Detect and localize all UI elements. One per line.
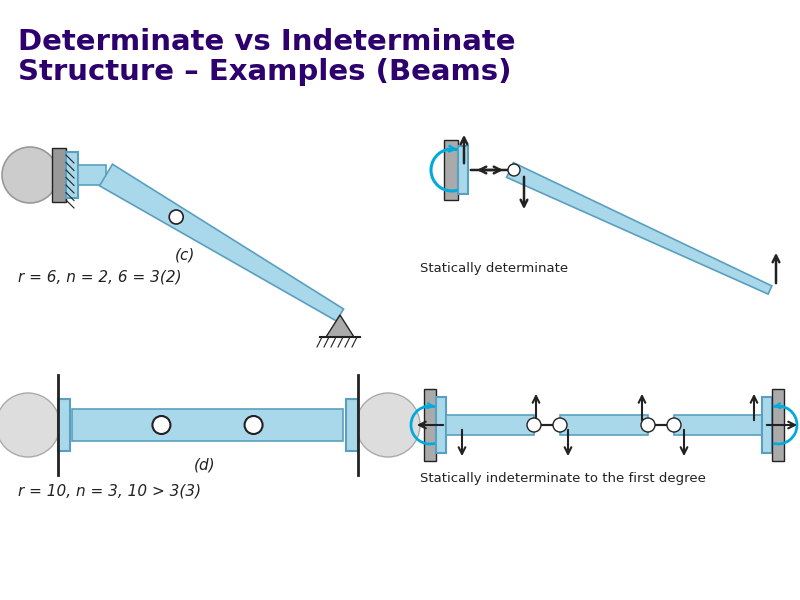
- Circle shape: [356, 393, 420, 457]
- Circle shape: [641, 418, 655, 432]
- Circle shape: [245, 416, 262, 434]
- Circle shape: [527, 418, 541, 432]
- Bar: [674, 415, 762, 435]
- Polygon shape: [99, 164, 343, 321]
- Bar: [66, 152, 78, 198]
- Text: Statically determinate: Statically determinate: [420, 262, 568, 275]
- Text: (d): (d): [194, 458, 216, 473]
- Bar: [446, 415, 534, 435]
- Text: Determinate vs Indeterminate: Determinate vs Indeterminate: [18, 28, 515, 56]
- Circle shape: [2, 147, 58, 203]
- Text: r = 10, n = 3, 10 > 3(3): r = 10, n = 3, 10 > 3(3): [18, 483, 201, 498]
- Circle shape: [170, 210, 183, 224]
- Bar: [458, 146, 468, 194]
- Bar: [436, 397, 446, 453]
- Circle shape: [553, 418, 567, 432]
- Bar: [346, 399, 358, 451]
- Circle shape: [153, 416, 170, 434]
- Bar: [72, 409, 343, 441]
- Polygon shape: [326, 315, 354, 337]
- Bar: [560, 415, 648, 435]
- Bar: [424, 389, 436, 461]
- Circle shape: [508, 164, 520, 176]
- Circle shape: [0, 393, 60, 457]
- Text: (c): (c): [175, 248, 195, 263]
- Bar: [762, 397, 772, 453]
- Bar: [58, 399, 70, 451]
- Polygon shape: [506, 163, 772, 294]
- Bar: [444, 140, 458, 200]
- Bar: [772, 389, 784, 461]
- Text: Structure – Examples (Beams): Structure – Examples (Beams): [18, 58, 511, 86]
- Text: Statically indeterminate to the first degree: Statically indeterminate to the first de…: [420, 472, 706, 485]
- Bar: [52, 148, 66, 202]
- Bar: [78, 165, 106, 185]
- Circle shape: [667, 418, 681, 432]
- Text: r = 6, n = 2, 6 = 3(2): r = 6, n = 2, 6 = 3(2): [18, 270, 182, 285]
